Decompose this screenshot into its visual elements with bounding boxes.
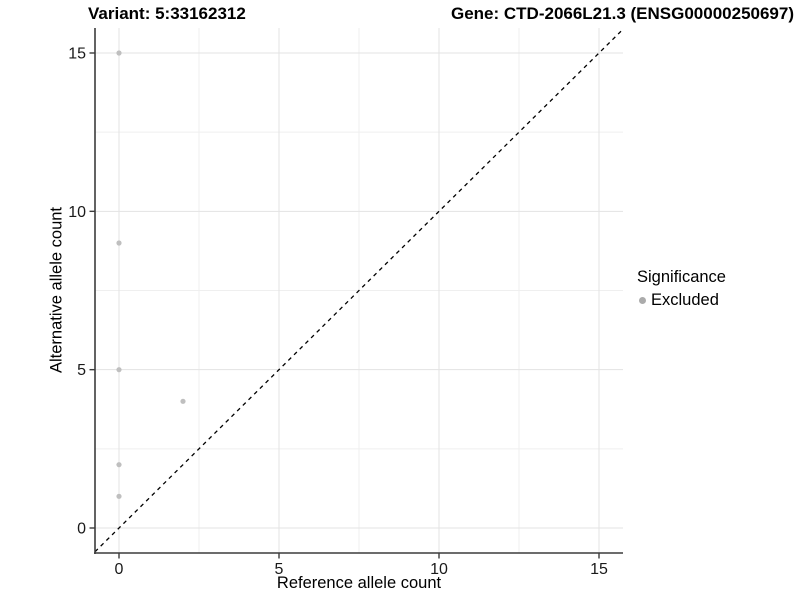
data-point <box>180 398 186 404</box>
x-tick-label: 10 <box>430 561 448 578</box>
x-axis-title: Reference allele count <box>276 574 442 592</box>
y-tick-label: 5 <box>77 362 86 379</box>
y-axis-title: Alternative allele count <box>47 206 66 374</box>
data-point <box>116 462 122 468</box>
y-tick-label: 15 <box>68 45 86 62</box>
data-point <box>116 493 122 499</box>
legend-item-label: Excluded <box>651 291 719 309</box>
data-point <box>116 50 122 56</box>
variant-title: Variant: 5:33162312 <box>88 4 246 23</box>
legend-title: Significance <box>637 268 726 286</box>
gene-title: Gene: CTD-2066L21.3 (ENSG00000250697) <box>450 4 794 23</box>
x-tick-label: 5 <box>275 561 284 578</box>
data-point <box>116 240 122 246</box>
y-tick-label: 10 <box>68 204 86 221</box>
legend-point-icon <box>639 297 646 304</box>
y-tick-label: 0 <box>77 521 86 538</box>
x-tick-label: 0 <box>115 561 124 578</box>
legend-item-excluded: Excluded <box>639 291 726 310</box>
data-point <box>116 367 122 373</box>
legend: Significance Excluded <box>637 268 726 310</box>
identity-dashed-line <box>94 28 624 553</box>
x-tick-label: 15 <box>590 561 608 578</box>
